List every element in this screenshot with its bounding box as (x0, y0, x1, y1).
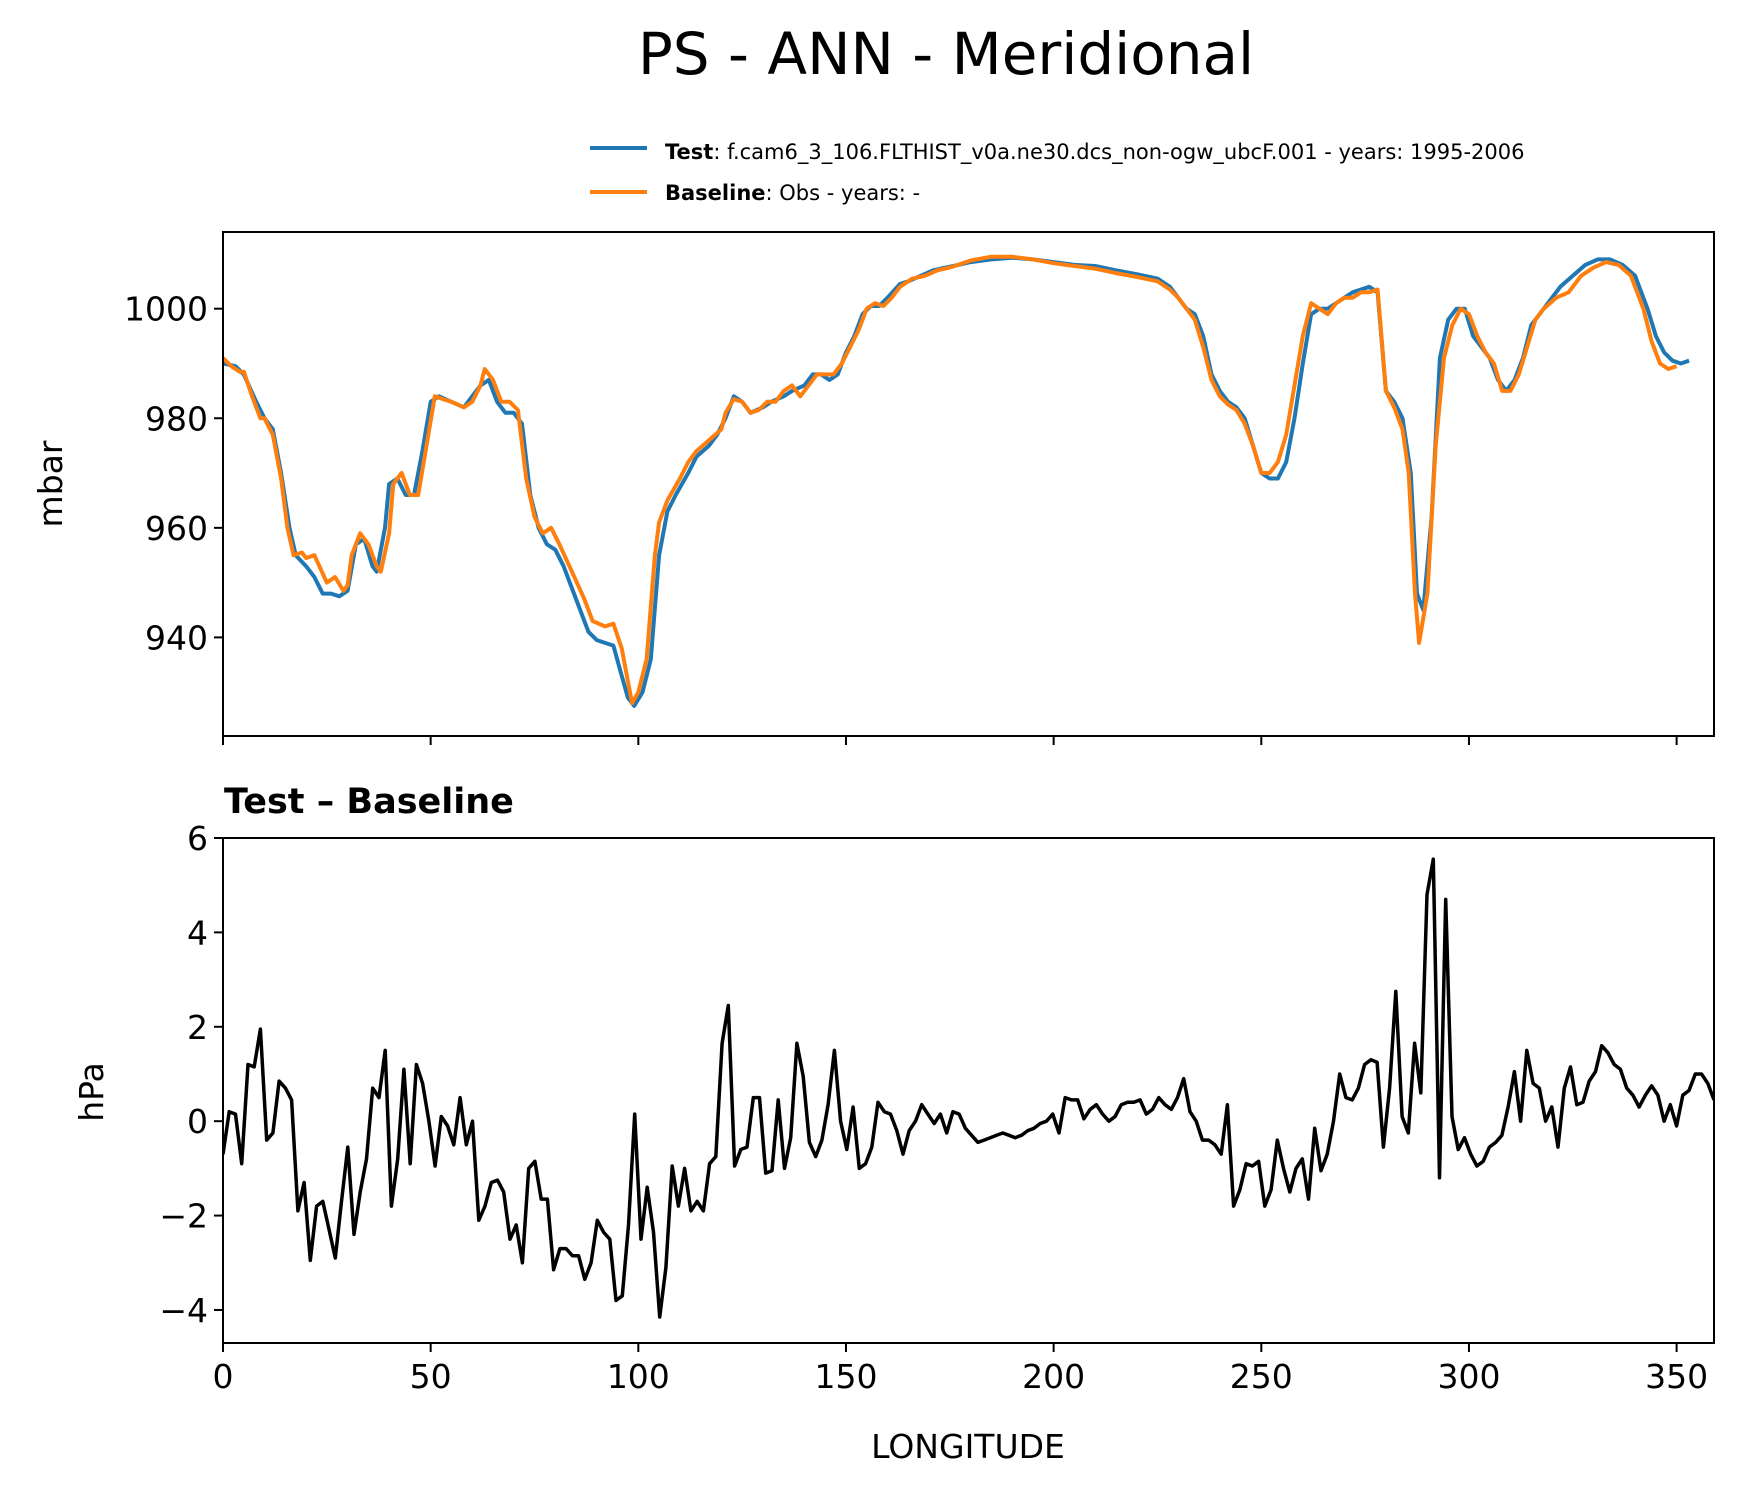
legend-baseline-name: Baseline (665, 181, 766, 205)
top-ytick-label: 940 (145, 618, 208, 657)
top-ylabel: mbar (31, 440, 70, 527)
legend: Test: f.cam6_3_106.FLTHIST_v0a.ne30.dcs_… (590, 140, 1525, 205)
figure-title: PS - ANN - Meridional (638, 20, 1254, 88)
bottom-xtick-label: 300 (1437, 1357, 1500, 1396)
top-ytick-label: 1000 (124, 290, 208, 329)
bottom-ylabel: hPa (72, 1062, 111, 1122)
top-series-baseline-line (223, 254, 1678, 706)
legend-test-label: Test: f.cam6_3_106.FLTHIST_v0a.ne30.dcs_… (665, 140, 1525, 165)
bottom-panel: Test – Baseline 0 50 100 150 200 250 300 350 −4 −… (72, 782, 1715, 1466)
bottom-xtick-label: 100 (607, 1357, 670, 1396)
bottom-xtick-label: 150 (814, 1357, 877, 1396)
bottom-ticks: 0 50 100 150 200 250 300 350 −4 −2 0 2 4 6 (159, 819, 1708, 1396)
top-ytick-label: 960 (145, 509, 208, 548)
bottom-xtick-label: 350 (1645, 1357, 1708, 1396)
bottom-ytick-label: 6 (187, 819, 208, 858)
top-ticks: 940 960 980 1000 (124, 290, 1678, 745)
bottom-ytick-label: −4 (159, 1291, 208, 1330)
legend-test-name: Test (665, 140, 713, 164)
bottom-xtick-label: 250 (1230, 1357, 1293, 1396)
legend-baseline-label: Baseline: Obs - years: - (665, 181, 920, 205)
legend-test-text: f.cam6_3_106.FLTHIST_v0a.ne30.dcs_non-og… (727, 140, 1524, 165)
bottom-ytick-label: 0 (187, 1102, 208, 1141)
top-ytick-label: 980 (145, 399, 208, 438)
bottom-series-group (223, 857, 1714, 1319)
bottom-series-test-baseline-line (223, 857, 1714, 1319)
bottom-plot-frame (222, 837, 1715, 1344)
bottom-xtick-label: 0 (213, 1357, 234, 1396)
bottom-ytick-label: 4 (187, 913, 208, 952)
legend-baseline-sep: : (766, 181, 780, 205)
bottom-ytick-label: −2 (159, 1197, 208, 1236)
bottom-xtick-label: 50 (410, 1357, 452, 1396)
top-series-group (223, 254, 1690, 708)
bottom-ytick-label: 2 (187, 1008, 208, 1047)
legend-baseline-text: Obs - years: - (779, 181, 920, 205)
top-plot-frame (222, 231, 1715, 737)
bottom-xtick-label: 200 (1022, 1357, 1085, 1396)
top-panel: 940 960 980 1000 mbar (31, 231, 1715, 745)
bottom-xlabel: LONGITUDE (871, 1427, 1065, 1466)
bottom-subtitle: Test – Baseline (224, 782, 514, 822)
legend-test-sep: : (713, 140, 727, 164)
